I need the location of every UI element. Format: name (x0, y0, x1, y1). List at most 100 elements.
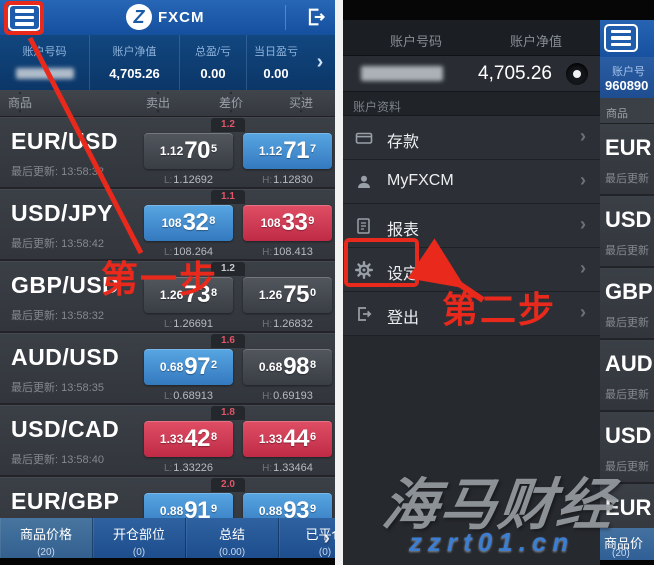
buy-price-pip: 9 (309, 503, 317, 515)
blurred-account-number (361, 66, 443, 81)
quote-row[interactable]: GBP/USD 最后更新: 13:58:32 1.2 1.26 73 8 1.26 7… (0, 261, 335, 333)
chevron-right-icon: › (580, 214, 586, 234)
drawer-section-label: 账户资料 (353, 100, 402, 114)
drawer-menu: 存款 › MyFXCM › 报表 › 设定 › 登出 › (343, 116, 600, 336)
header-product[interactable]: 商品 (8, 90, 32, 117)
symbol-label: USD (605, 423, 652, 448)
buy-price-button[interactable]: 0.68 98 8 (243, 349, 332, 385)
background-page-sliver: 账户号 960890 商品 EUR 最后更新 USD 最后更新 GBP 最后更新… (600, 20, 654, 565)
account-bar-chevron-icon[interactable]: › (316, 51, 324, 73)
buy-price-button[interactable]: 1.26 75 0 (243, 277, 332, 313)
quote-row[interactable]: EUR/USD 最后更新: 13:58:32 1.2 1.12 70 5 1.12 7… (0, 117, 335, 189)
drawer-equity-value: 4,705.26 (478, 63, 552, 84)
account-number-label: 账户号码 (22, 46, 67, 58)
header-spread[interactable]: 差价 (212, 90, 250, 117)
low-value: 1.12692 (173, 174, 214, 186)
menu-item-myfxcm[interactable]: MyFXCM › (343, 160, 600, 204)
quote-row[interactable]: USD/CAD 最后更新: 13:58:40 1.8 1.33 42 8 1.33 4… (0, 405, 335, 477)
chevron-right-icon: › (580, 170, 586, 190)
sell-price-pip: 8 (210, 287, 218, 299)
drawer-section-header: 账户资料 (343, 92, 600, 116)
tab-quotes[interactable]: 商品价格 (20) (0, 518, 93, 558)
fxcm-logo: Z FXCM (126, 4, 205, 30)
chevron-right-icon: › (580, 302, 586, 322)
sell-price-big: 32 (182, 209, 209, 236)
symbol-label: AUD/USD (11, 344, 120, 370)
drawer-account-row[interactable]: 4,705.26 (343, 56, 600, 92)
low-value: 1.26691 (173, 318, 214, 330)
sell-price-button[interactable]: 108 32 8 (144, 205, 233, 241)
sliver-quote-row: USD 最后更新 (600, 412, 654, 484)
sell-price-button[interactable]: 1.12 70 5 (144, 133, 233, 169)
last-updated-label: 最后更新: 13:58:32 (11, 166, 104, 178)
spread-badge: 1.8 (211, 406, 245, 420)
sliver-header-product: 商品 (606, 108, 628, 120)
sell-price-big: 73 (184, 281, 210, 308)
bottom-black-strip (600, 560, 654, 565)
drawer-equity-label: 账户净值 (510, 34, 563, 49)
sliver-account-bar: 账户号 960890 (600, 57, 654, 98)
hamburger-menu-button[interactable] (604, 24, 638, 52)
sliver-active-tab[interactable]: 商品价 (20) (600, 528, 654, 560)
buy-price-pip: 6 (309, 431, 317, 443)
buy-price-prefix: 1.26 (258, 288, 283, 302)
hamburger-menu-button[interactable] (8, 4, 41, 31)
menu-item-deposit[interactable]: 存款 › (343, 116, 600, 160)
tab-summary[interactable]: 总结 (0.00) (186, 518, 279, 558)
day-high: H:1.26832 (243, 318, 332, 330)
low-tag: L: (163, 319, 173, 330)
header-divider (285, 5, 286, 30)
app-header: Z FXCM (0, 0, 335, 35)
logout-icon[interactable] (304, 6, 328, 28)
low-value: 108.264 (173, 246, 214, 258)
hamburger-icon (15, 9, 34, 13)
step1-label: 第一步 (101, 259, 218, 300)
sell-price-button[interactable]: 0.68 97 2 (144, 349, 233, 385)
sell-price-button[interactable]: 1.26 73 8 (144, 277, 233, 313)
high-tag: H: (262, 247, 273, 258)
day-pl-column: 当日盈亏 0.00 (247, 35, 305, 90)
total-pl-value: 0.00 (200, 66, 226, 81)
menu-item-label: MyFXCM (387, 172, 454, 189)
last-updated-label: 最后更新: 13:58:35 (11, 382, 104, 394)
account-radio-button[interactable] (566, 63, 588, 85)
quote-row[interactable]: AUD/USD 最后更新: 13:58:35 1.6 0.68 97 2 0.68 9… (0, 333, 335, 405)
tab-open-positions[interactable]: 开仓部位 (0) (93, 518, 186, 558)
more-tabs-chevron-icon[interactable]: › (323, 528, 330, 549)
chevron-right-icon: › (580, 126, 586, 146)
buy-price-big: 98 (283, 353, 309, 380)
buy-price-button[interactable]: 108 33 9 (243, 205, 332, 241)
sell-price-prefix: 1.33 (159, 432, 184, 446)
low-tag: L: (163, 247, 173, 258)
symbol-label: EUR/GBP (11, 488, 120, 514)
buy-price-button[interactable]: 1.12 71 7 (243, 133, 332, 169)
blurred-account-number (15, 68, 74, 79)
buy-price-prefix: 0.88 (258, 504, 283, 518)
sliver-account-value: 960890 (605, 78, 649, 93)
tab-count: (20) (37, 547, 55, 558)
tab-label: 开仓部位 (112, 527, 165, 542)
buy-price-button[interactable]: 1.33 44 6 (243, 421, 332, 457)
sell-price-big: 70 (184, 137, 210, 164)
day-high: H:108.413 (243, 246, 332, 258)
symbol-label: USD (605, 207, 652, 232)
sell-price-button[interactable]: 1.33 42 8 (144, 421, 233, 457)
day-low: L:1.12692 (144, 174, 233, 186)
spread-badge: 1.6 (211, 334, 245, 348)
spread-badge: 2.0 (211, 478, 245, 492)
header-sell[interactable]: 卖出 (139, 90, 177, 117)
last-updated-label: 最后更新 (605, 245, 649, 257)
account-summary-bar[interactable]: 账户号码 账户净值 4,705.26 总盈/亏 0.00 当日盈亏 0.00 › (0, 35, 335, 90)
spread-badge: 1.2 (211, 262, 245, 276)
buy-price-prefix: 1.33 (258, 432, 283, 446)
buy-price-big: 75 (283, 281, 309, 308)
sell-price-prefix: 0.88 (159, 504, 184, 518)
user-icon (355, 173, 373, 191)
header-buy[interactable]: 买进 (282, 90, 320, 117)
buy-price-big: 44 (283, 425, 309, 452)
symbol-label: USD/CAD (11, 416, 120, 442)
sliver-tab-label: 商品价 (604, 536, 644, 551)
tab-closed-positions[interactable]: 已平仓 (0) (279, 518, 335, 558)
spread-badge: 1.2 (211, 118, 245, 132)
